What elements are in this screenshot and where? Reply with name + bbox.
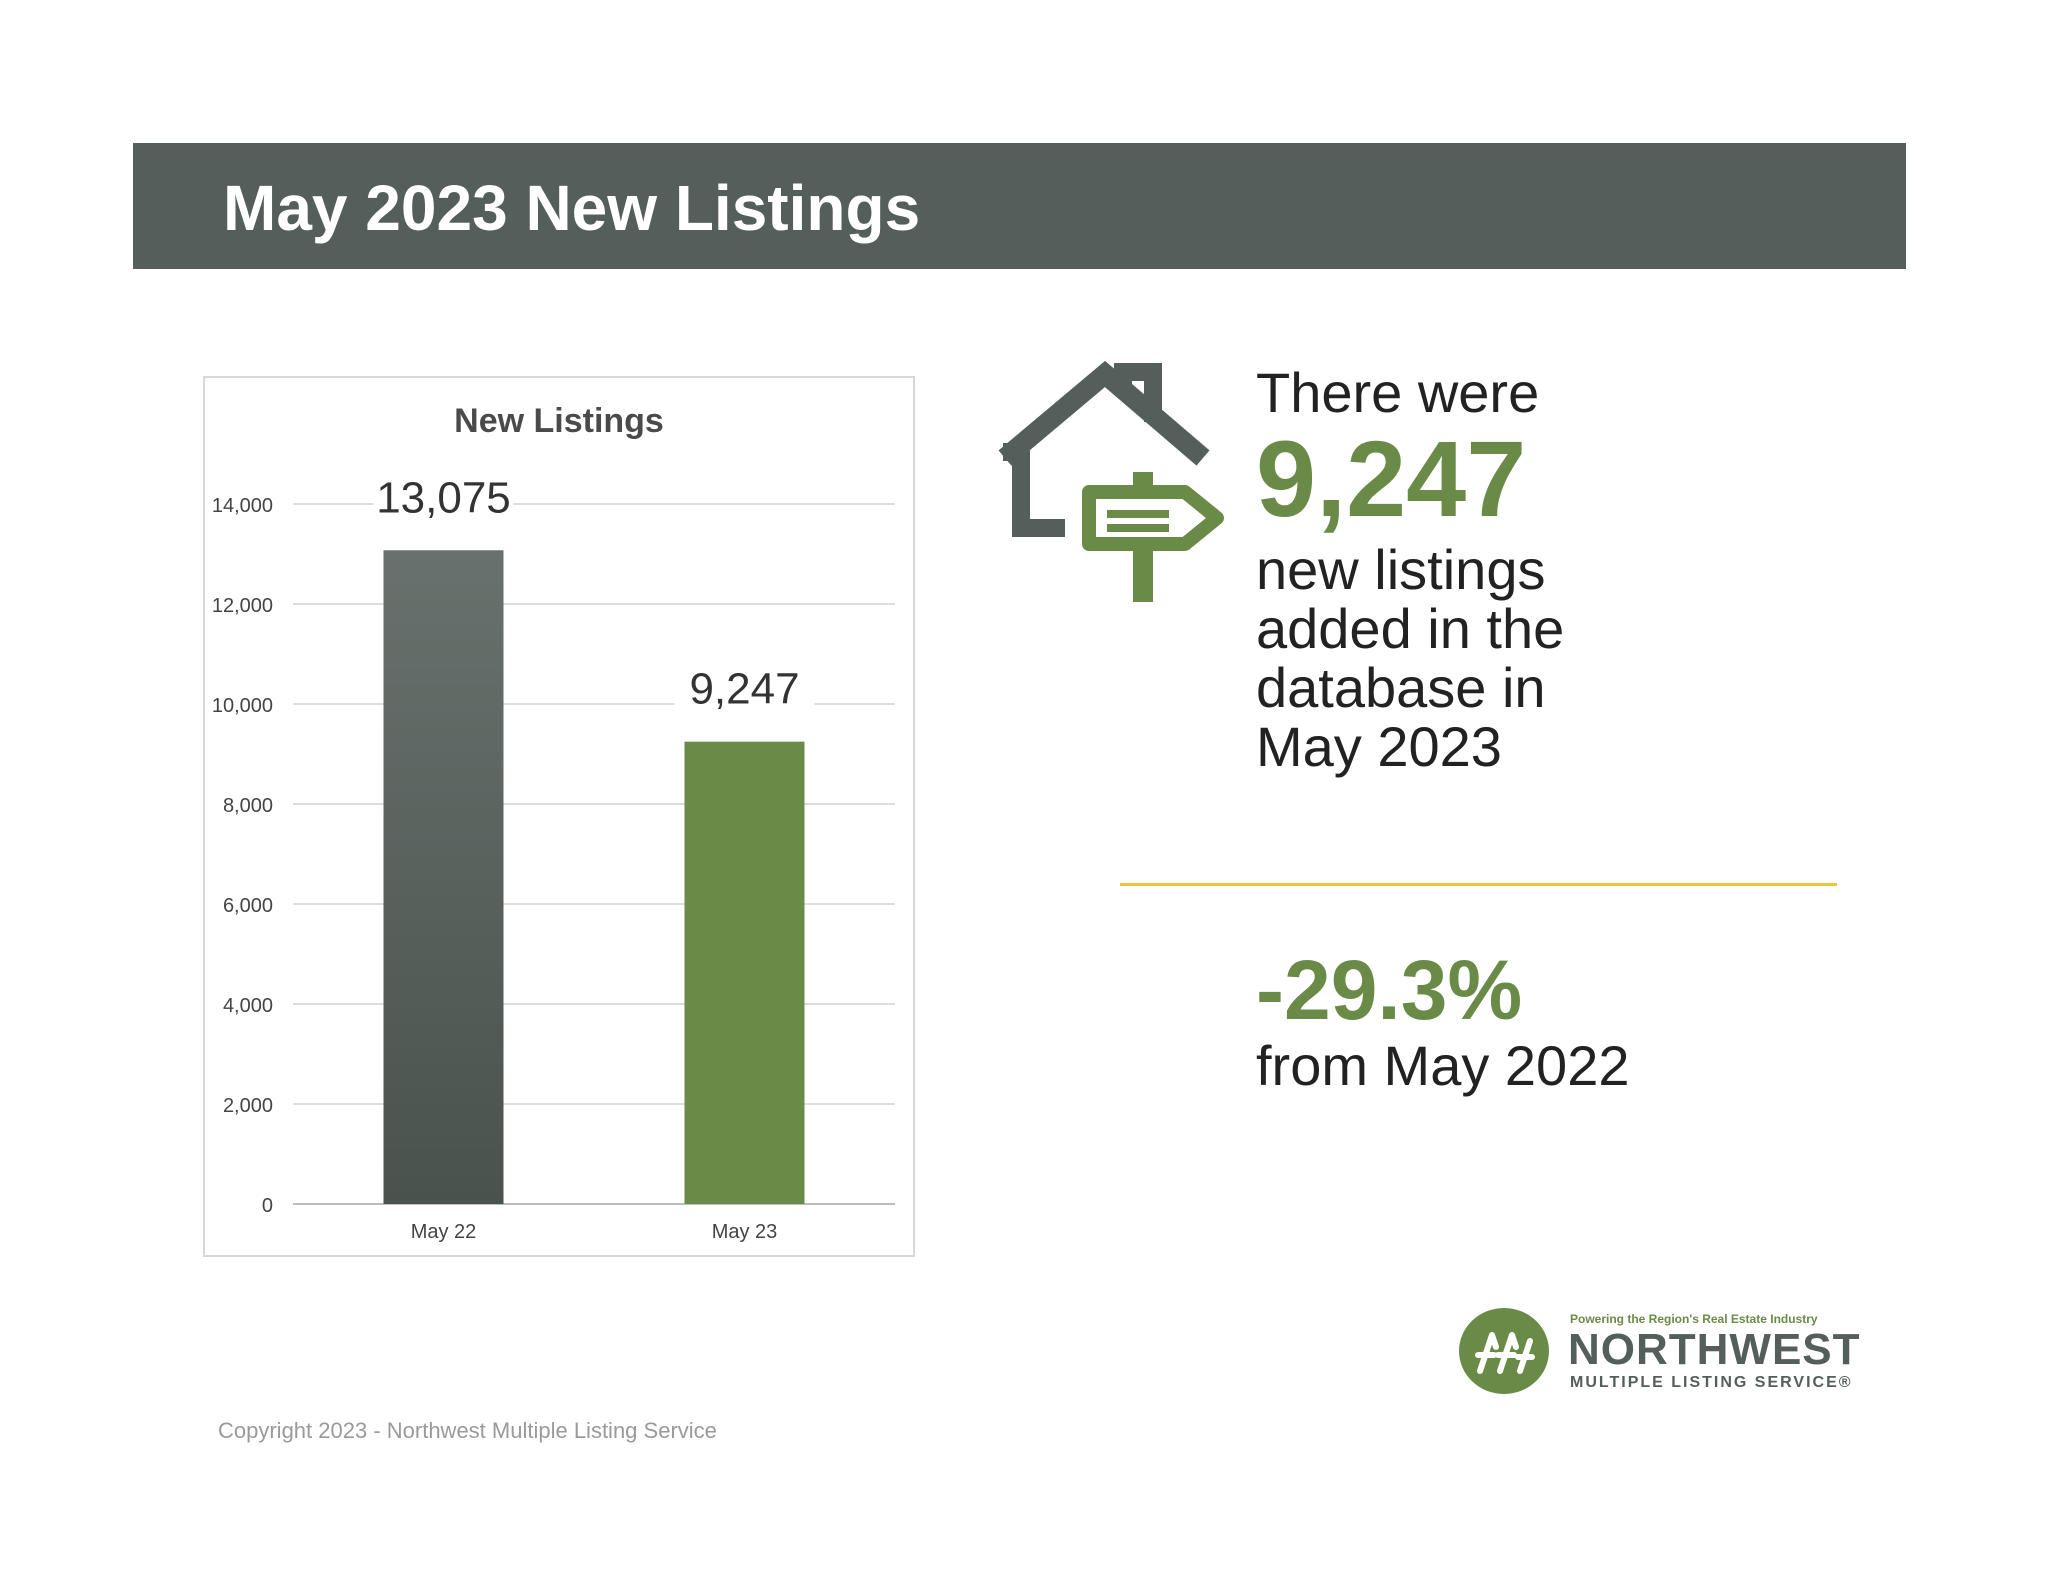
chart-title: New Listings: [454, 402, 664, 440]
nwmls-logo: Powering the Region's Real Estate Indust…: [1458, 1305, 1861, 1397]
new-listings-stat: There were 9,247 new listings added in t…: [1256, 361, 1564, 777]
y-tick-label: 8,000: [223, 795, 273, 817]
data-label: 9,247: [689, 665, 799, 714]
bar-may-22: [383, 550, 504, 1204]
section-divider: [1120, 883, 1837, 886]
stat-line: new listings: [1256, 538, 1546, 601]
y-tick-label: 12,000: [212, 595, 273, 617]
stat-line: May 2023: [1256, 715, 1502, 778]
change-value: -29.3%: [1256, 943, 1523, 1037]
y-tick-label: 10,000: [212, 695, 273, 717]
title-banner: May 2023 New Listings: [133, 143, 1906, 269]
bar-may-23: [684, 741, 805, 1204]
y-tick-label: 6,000: [223, 895, 273, 917]
yoy-change: -29.3% from May 2022: [1256, 945, 1630, 1097]
logo-tagline: Powering the Region's Real Estate Indust…: [1570, 1312, 1818, 1326]
copyright-text: Copyright 2023 - Northwest Multiple List…: [218, 1418, 717, 1443]
y-tick-label: 14,000: [212, 495, 273, 517]
y-tick-label: 4,000: [223, 995, 273, 1017]
change-caption: from May 2022: [1256, 1034, 1630, 1097]
x-tick-label: May 22: [411, 1221, 477, 1243]
data-label-background: [373, 476, 514, 525]
stat-line: database in: [1256, 656, 1546, 719]
y-tick-label: 2,000: [223, 1095, 273, 1117]
stat-lead-text: There were: [1256, 361, 1540, 424]
data-label: 13,075: [376, 473, 511, 522]
stat-line: added in the: [1256, 597, 1565, 660]
x-tick-label: May 23: [712, 1221, 778, 1243]
house-with-sign-icon: [998, 360, 1224, 602]
stat-value: 9,247: [1256, 418, 1527, 539]
nwmls-logo-icon: [1459, 1308, 1549, 1394]
chart-canvas: New Listings 0 2,000 4,000 6,000 8,000 10,000…: [212, 402, 895, 1243]
data-label-background: [674, 667, 815, 716]
logo-subtitle: MULTIPLE LISTING SERVICE®: [1570, 1374, 1853, 1391]
logo-name: NORTHWEST: [1568, 1325, 1861, 1374]
page-title: May 2023 New Listings: [223, 172, 921, 244]
stat-description: new listings added in the database in Ma…: [1256, 540, 1564, 776]
new-listings-chart: New Listings 0 2,000 4,000 6,000 8,000 10,000…: [203, 376, 915, 1257]
y-tick-label: 0: [262, 1195, 273, 1217]
